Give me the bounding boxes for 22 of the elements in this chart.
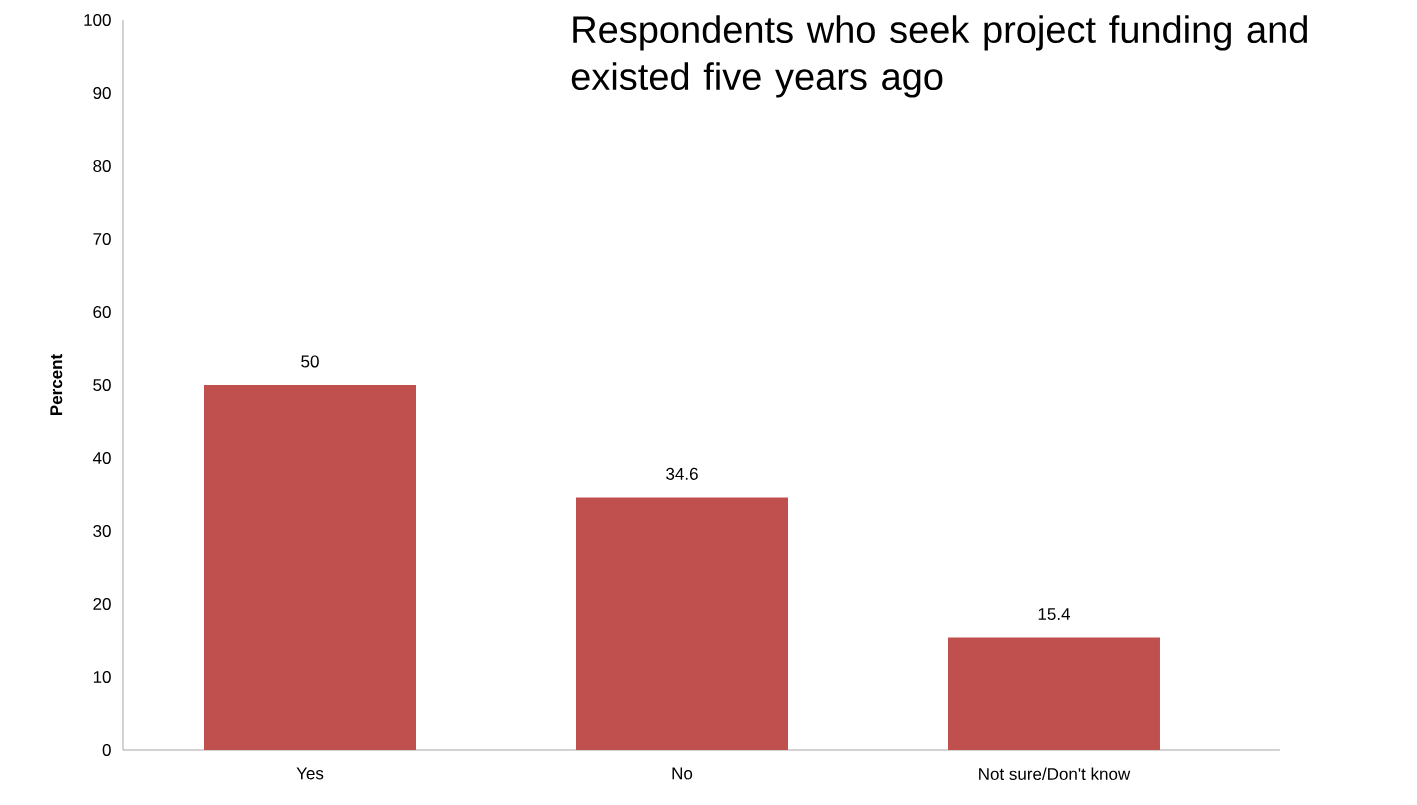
y-tick-label: 20 [93, 597, 111, 611]
y-tick-label: 90 [93, 86, 111, 100]
y-tick-label: 10 [93, 670, 111, 684]
x-tick-label: Yes [296, 767, 324, 780]
y-tick-label: 70 [93, 232, 111, 246]
y-axis-title: Percent [50, 354, 63, 416]
bar [576, 497, 788, 750]
y-tick-label: 80 [93, 159, 111, 173]
y-tick-label: 60 [93, 305, 111, 319]
y-tick-label: 30 [93, 524, 111, 538]
y-tick-label: 40 [92, 451, 111, 465]
y-tick-label: 50 [93, 378, 111, 392]
data-label: 15.4 [1038, 608, 1071, 621]
bar [204, 384, 416, 750]
data-label: 34.6 [666, 467, 698, 480]
y-tick-label: 100 [84, 13, 111, 27]
y-tick-label: 0 [102, 743, 111, 757]
x-tick-label: No [672, 767, 693, 780]
data-label: 50 [301, 355, 319, 368]
bar [947, 637, 1160, 750]
chart-title: Respondents who seek project funding and existed five years ago [571, 15, 1307, 98]
x-tick-label: Not sure/Don't know [979, 767, 1131, 781]
